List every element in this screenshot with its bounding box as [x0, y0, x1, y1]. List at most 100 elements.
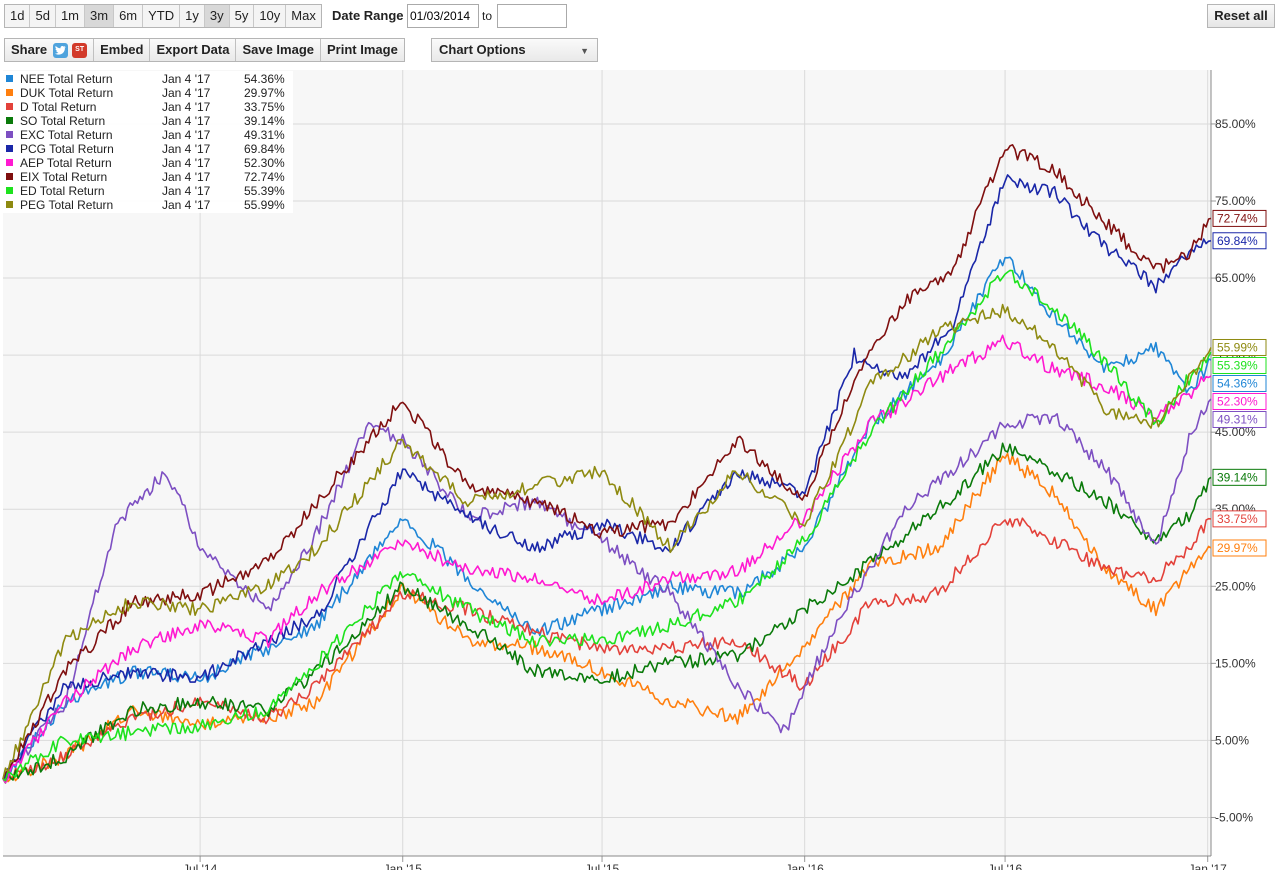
range-button-ytd[interactable]: YTD [143, 5, 181, 27]
legend-date: Jan 4 '17 [162, 142, 211, 156]
range-button-3y[interactable]: 3y [204, 5, 230, 27]
legend-value: 55.39% [244, 184, 285, 198]
legend-date: Jan 4 '17 [162, 198, 211, 212]
x-tick-label: Jan '15 [384, 862, 423, 870]
legend-series-name: D Total Return [20, 100, 96, 114]
share-button[interactable]: Share ST [5, 39, 95, 61]
chart-options-dropdown[interactable]: Chart Options ▼ [431, 38, 598, 62]
end-label-box [1212, 539, 1267, 557]
end-label-aep: 52.30% [1212, 392, 1267, 410]
reset-all-button[interactable]: Reset all [1207, 4, 1275, 28]
end-label-box [1212, 510, 1267, 528]
range-button-1y[interactable]: 1y [180, 5, 205, 27]
end-label-peg: 55.99% [1212, 338, 1267, 356]
legend-series-name: EXC Total Return [20, 128, 113, 142]
legend-date: Jan 4 '17 [162, 86, 211, 100]
y-tick-label: 65.00% [1215, 271, 1256, 285]
twitter-icon[interactable] [53, 42, 69, 58]
legend-date: Jan 4 '17 [162, 184, 211, 198]
end-label-so: 39.14% [1212, 468, 1267, 486]
range-button-5y[interactable]: 5y [230, 5, 255, 27]
end-label-value: 49.31% [1217, 412, 1258, 426]
range-button-5d[interactable]: 5d [30, 5, 56, 27]
x-tick-label: Jul '15 [585, 862, 620, 870]
end-label-box [1212, 410, 1267, 428]
range-button-10y[interactable]: 10y [254, 5, 287, 27]
range-button-group: 1d 5d 1m 3m 6m YTD 1y 3y 5y 10y Max [4, 4, 322, 28]
legend: NEE Total Return Jan 4 '17 54.36% DUK Total… [3, 71, 293, 213]
end-label-box [1212, 392, 1267, 410]
range-button-1d[interactable]: 1d [5, 5, 31, 27]
series-line-pcg [2, 174, 1212, 780]
legend-series-name: DUK Total Return [20, 86, 113, 100]
legend-series-name: EIX Total Return [20, 170, 107, 184]
end-label-box [1212, 338, 1267, 356]
end-label-box [1212, 232, 1267, 250]
series-line-nee [3, 256, 1212, 780]
y-tick-label: 75.00% [1215, 194, 1256, 208]
save-image-button[interactable]: Save Image [236, 39, 321, 61]
export-data-button[interactable]: Export Data [150, 39, 237, 61]
end-label-value: 33.75% [1217, 512, 1258, 526]
legend-swatch [6, 103, 13, 110]
legend-series-name: PCG Total Return [20, 142, 114, 156]
end-label-value: 54.36% [1217, 376, 1258, 390]
legend-value: 69.84% [244, 142, 285, 156]
end-label-value: 55.99% [1217, 340, 1258, 354]
end-label-box [1212, 356, 1267, 374]
stocktwits-icon[interactable]: ST [72, 42, 88, 58]
legend-series-name: AEP Total Return [20, 156, 112, 170]
legend-swatch [6, 131, 13, 138]
end-label-ed: 55.39% [1212, 356, 1267, 374]
legend-date: Jan 4 '17 [162, 114, 211, 128]
share-toolbar: Share ST Embed Export Data Save Image Pr… [4, 38, 405, 62]
legend-date: Jan 4 '17 [162, 156, 211, 170]
embed-button[interactable]: Embed [94, 39, 151, 61]
legend-swatch [6, 201, 13, 208]
end-label-value: 52.30% [1217, 394, 1258, 408]
end-label-value: 55.39% [1217, 358, 1258, 372]
legend-value: 29.97% [244, 86, 285, 100]
end-label-eix: 72.74% [1212, 209, 1267, 227]
end-label-value: 29.97% [1217, 541, 1258, 555]
legend-swatch [6, 117, 13, 124]
end-label-exc: 49.31% [1212, 410, 1267, 428]
x-tick-label: Jul '14 [183, 862, 218, 870]
legend-value: 49.31% [244, 128, 285, 142]
series-line-duk [2, 452, 1212, 783]
series-line-aep [2, 334, 1212, 784]
print-image-button[interactable]: Print Image [327, 42, 398, 57]
series-line-eix [2, 144, 1212, 780]
chart-options-label: Chart Options [439, 42, 526, 57]
date-to-input[interactable] [497, 4, 567, 28]
end-label-duk: 29.97% [1212, 539, 1267, 557]
end-label-value: 39.14% [1217, 470, 1258, 484]
legend-date: Jan 4 '17 [162, 72, 211, 86]
legend-value: 55.99% [244, 198, 285, 212]
x-tick-label: Jan '16 [785, 862, 824, 870]
chart[interactable]: -5.00%5.00%15.00%25.00%35.00%45.00%55.00… [0, 70, 1281, 870]
legend-swatch [6, 187, 13, 194]
legend-series-name: PEG Total Return [20, 198, 113, 212]
legend-swatch [6, 173, 13, 180]
range-button-6m[interactable]: 6m [114, 5, 144, 27]
range-button-3m[interactable]: 3m [85, 5, 115, 27]
x-tick-label: Jan '17 [1189, 862, 1228, 870]
series-line-d [2, 517, 1212, 780]
series-line-ed [2, 269, 1212, 782]
legend-date: Jan 4 '17 [162, 128, 211, 142]
end-label-value: 69.84% [1217, 234, 1258, 248]
legend-value: 54.36% [244, 72, 285, 86]
share-label: Share [11, 42, 48, 57]
date-from-input[interactable] [407, 4, 479, 28]
end-label-box [1212, 468, 1267, 486]
range-button-max[interactable]: Max [291, 8, 316, 23]
legend-swatch [6, 145, 13, 152]
range-button-1m[interactable]: 1m [56, 5, 85, 27]
y-tick-label: 45.00% [1215, 425, 1256, 439]
legend-date: Jan 4 '17 [162, 100, 211, 114]
y-tick-label: 5.00% [1215, 733, 1249, 747]
legend-value: 72.74% [244, 170, 285, 184]
series-line-so [2, 442, 1212, 784]
